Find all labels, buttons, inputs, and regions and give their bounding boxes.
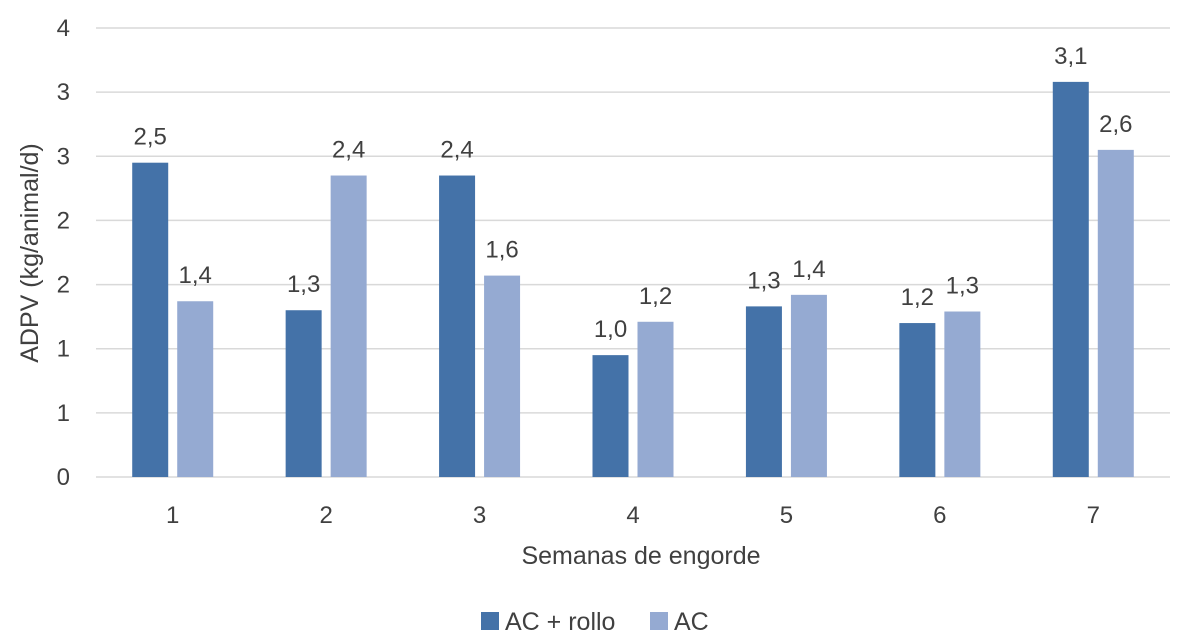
bar: [637, 321, 674, 477]
x-tick-label: 1: [166, 502, 179, 529]
data-label: 1,4: [792, 256, 825, 283]
data-label: 3,1: [1054, 43, 1087, 70]
data-label: 2,6: [1099, 111, 1132, 138]
bar: [1052, 81, 1089, 477]
x-tick-label: 4: [626, 502, 639, 529]
data-label: 1,0: [594, 316, 627, 343]
legend-label: AC + rollo: [505, 608, 615, 636]
x-axis-title: Semanas de engorde: [521, 542, 760, 570]
bar: [439, 175, 476, 477]
data-label: 1,2: [901, 284, 934, 311]
legend-swatch: [481, 612, 499, 630]
x-tick-label: 3: [473, 502, 486, 529]
y-tick-label: 0: [57, 464, 70, 491]
bar: [1097, 149, 1134, 477]
gridlines: [96, 27, 1170, 478]
y-tick-label: 1: [57, 400, 70, 427]
bar: [592, 355, 629, 477]
data-label: 1,4: [179, 262, 212, 289]
legend: AC + rollo AC: [481, 608, 709, 636]
bar: [790, 294, 827, 477]
legend-swatch: [650, 612, 668, 630]
x-axis-ticks: 1 2 3 4 5 6 7: [166, 502, 1100, 529]
bar: [330, 175, 367, 477]
bar: [899, 323, 936, 477]
legend-label: AC: [674, 608, 709, 636]
bar: [745, 306, 782, 477]
x-tick-label: 7: [1087, 502, 1100, 529]
data-label: 1,3: [946, 273, 979, 300]
y-axis-title: ADPV (kg/animal/d): [16, 143, 44, 363]
y-tick-label: 3: [57, 143, 70, 170]
y-tick-label: 2: [57, 207, 70, 234]
y-tick-label: 3: [57, 79, 70, 106]
bar: [484, 275, 521, 477]
bars: [132, 81, 1134, 477]
y-axis-ticks: 0 1 1 2 2 3 3 4: [57, 15, 70, 491]
bar: [285, 310, 322, 477]
bar: [132, 162, 169, 477]
data-label: 1,3: [747, 267, 780, 294]
x-tick-label: 6: [933, 502, 946, 529]
x-tick-label: 5: [780, 502, 793, 529]
data-label: 1,3: [287, 271, 320, 298]
y-tick-label: 4: [57, 15, 70, 42]
data-label: 2,5: [134, 124, 167, 151]
y-tick-label: 2: [57, 272, 70, 299]
data-label: 2,4: [332, 137, 365, 164]
bar: [944, 311, 981, 477]
data-label: 1,6: [485, 237, 518, 264]
data-label: 2,4: [440, 137, 473, 164]
y-tick-label: 1: [57, 336, 70, 363]
bar: [177, 301, 214, 477]
data-labels: 2,5 1,4 1,3 2,4 2,4 1,6 1,0 1,2 1,3 1,4 1,2 1,3 3,1 2…: [134, 43, 1133, 343]
data-label: 1,2: [639, 283, 672, 310]
x-tick-label: 2: [319, 502, 332, 529]
